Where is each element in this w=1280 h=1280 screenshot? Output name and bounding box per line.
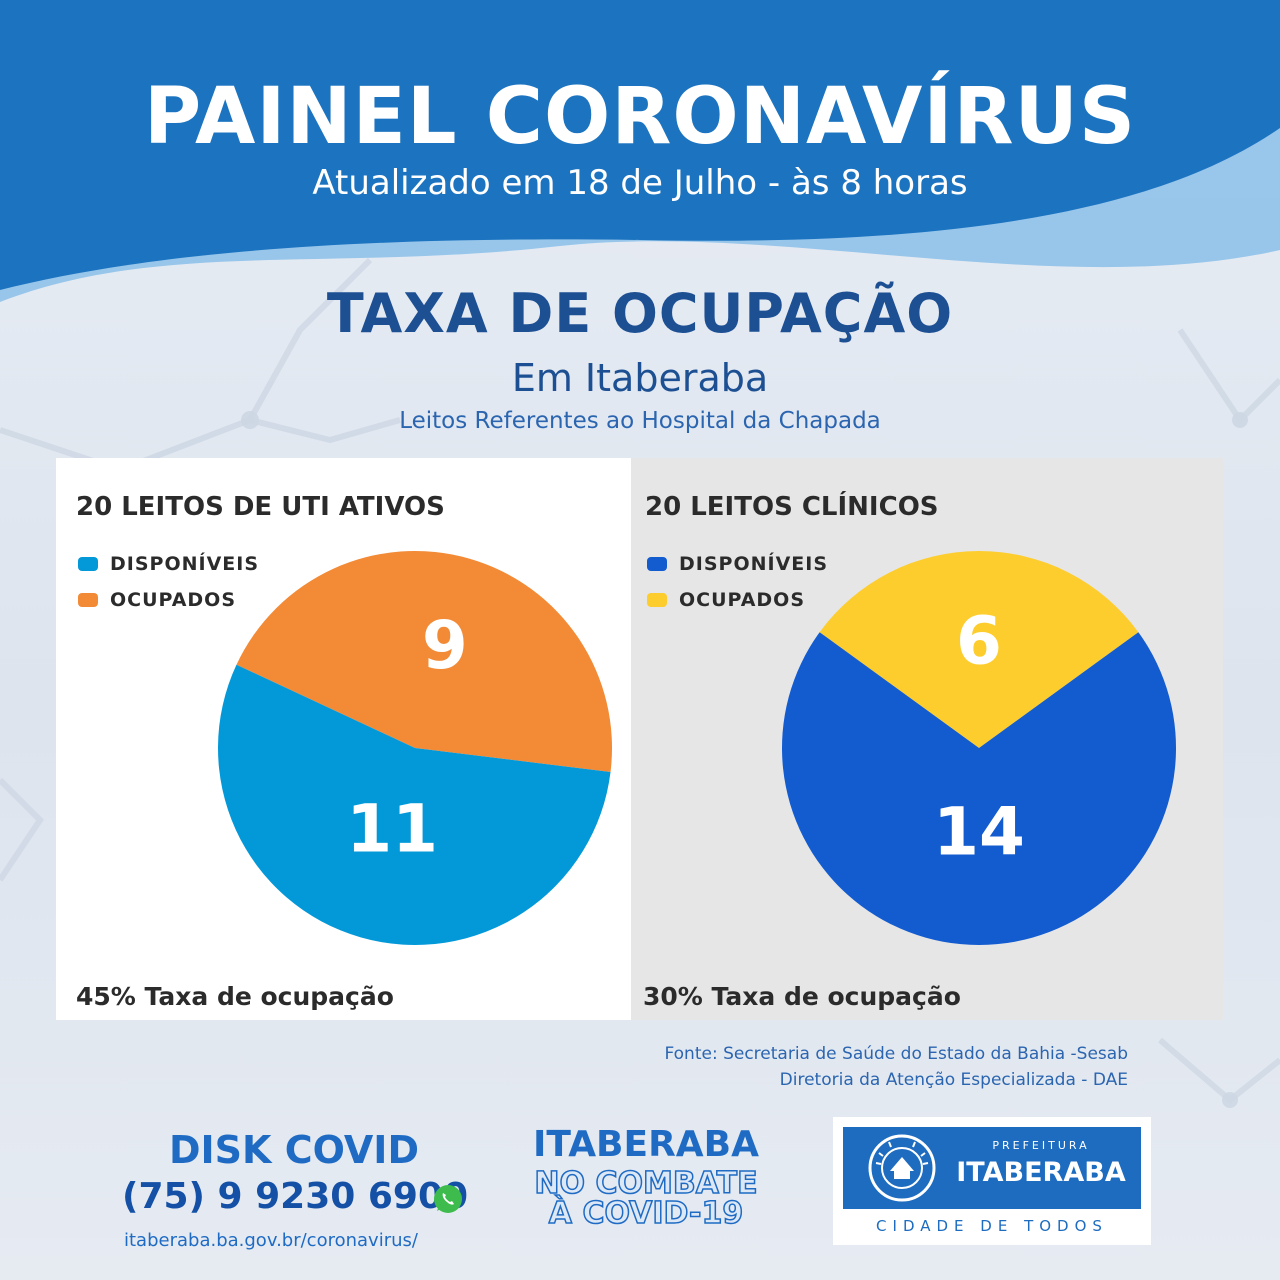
occupancy-rate-label: 30% Taxa de ocupação (643, 982, 961, 1011)
section-subtitle: Em Itaberaba (511, 356, 769, 400)
legend-label: DISPONÍVEIS (110, 553, 260, 575)
slice-label-occupied: 9 (422, 607, 468, 684)
clinic-pie-chart: 6 14 (782, 551, 1176, 945)
chart-legend: DISPONÍVEIS OCUPADOS (78, 546, 259, 618)
legend-item-available: DISPONÍVEIS (647, 546, 828, 582)
campaign-line: NO COMBATE (534, 1165, 759, 1202)
pie-slice-occupied (819, 551, 1139, 748)
legend-label: DISPONÍVEIS (679, 553, 829, 575)
legend-item-available: DISPONÍVEIS (78, 546, 259, 582)
pie-slice-available (218, 664, 611, 945)
source-line: Fonte: Secretaria de Saúde do Estado da … (664, 1044, 1128, 1064)
uti-chart-panel: 20 LEITOS DE UTI ATIVOS DISPONÍVEIS OCUP… (56, 458, 631, 1020)
uti-pie-chart: 9 11 (218, 551, 612, 945)
coronavirus-url-link[interactable]: itaberaba.ba.gov.br/coronavirus/ (124, 1230, 418, 1251)
whatsapp-icon (434, 1185, 462, 1213)
clinic-chart-panel: 20 LEITOS CLÍNICOS DISPONÍVEIS OCUPADOS … (631, 458, 1223, 1020)
disk-covid-title: DISK COVID (169, 1128, 419, 1172)
city-seal-icon (868, 1134, 936, 1202)
prefeitura-logo: PREFEITURA ITABERABA CIDADE DE TODOS (833, 1117, 1151, 1245)
page-title: PAINEL CORONAVÍRUS (143, 72, 1137, 162)
prefeitura-label: PREFEITURA (992, 1139, 1090, 1152)
legend-swatch-occupied (78, 593, 98, 607)
source-line: Diretoria da Atenção Especializada - DAE (779, 1070, 1128, 1090)
prefeitura-name: ITABERABA (956, 1157, 1126, 1188)
chart-title: 20 LEITOS CLÍNICOS (645, 492, 939, 522)
prefeitura-motto: CIDADE DE TODOS (876, 1217, 1108, 1235)
occupancy-rate-label: 45% Taxa de ocupação (76, 982, 394, 1011)
legend-swatch-occupied (647, 593, 667, 607)
pie-slice-occupied (236, 551, 612, 773)
header-wave (0, 0, 1280, 290)
chart-legend: DISPONÍVEIS OCUPADOS (647, 546, 828, 618)
legend-label: OCUPADOS (110, 589, 237, 611)
update-timestamp: Atualizado em 18 de Julho - às 8 horas (312, 163, 968, 203)
chart-title: 20 LEITOS DE UTI ATIVOS (76, 492, 445, 522)
slice-label-occupied: 6 (956, 603, 1002, 680)
prefeitura-logo-banner: PREFEITURA ITABERABA (843, 1127, 1141, 1209)
disk-covid-phone: (75) 9 9230 6900 (122, 1176, 469, 1217)
campaign-line: À COVID-19 (548, 1195, 744, 1232)
pie-slice-available (782, 632, 1176, 945)
legend-label: OCUPADOS (679, 589, 806, 611)
section-note: Leitos Referentes ao Hospital da Chapada (399, 408, 881, 434)
campaign-title: ITABERABA (533, 1124, 759, 1165)
legend-swatch-available (647, 557, 667, 571)
section-title: TAXA DE OCUPAÇÃO (326, 282, 954, 345)
slice-label-available: 14 (933, 794, 1025, 871)
slice-label-available: 11 (346, 791, 438, 868)
legend-swatch-available (78, 557, 98, 571)
legend-item-occupied: OCUPADOS (647, 582, 828, 618)
legend-item-occupied: OCUPADOS (78, 582, 259, 618)
